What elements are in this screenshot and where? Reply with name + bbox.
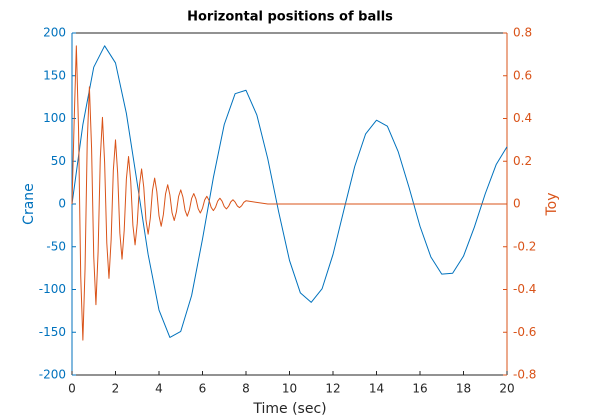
y2-tick-label: 0.6: [513, 68, 532, 82]
y-tick-label: -100: [39, 282, 66, 296]
x-tick-label: 8: [242, 382, 250, 396]
x-tick-label: 20: [499, 382, 514, 396]
x-tick-label: 6: [199, 382, 207, 396]
x-tick-label: 10: [282, 382, 297, 396]
y2-tick-label: 0.2: [513, 154, 532, 168]
x-axis-label: Time (sec): [252, 401, 326, 417]
y-tick-label: 200: [43, 26, 66, 40]
y-tick-label: 0: [58, 197, 66, 211]
x-tick-label: 2: [112, 382, 120, 396]
x-tick-label: 14: [369, 382, 384, 396]
y2-tick-label: -0.6: [513, 325, 536, 339]
x-tick-label: 4: [155, 382, 163, 396]
y2-tick-label: 0.8: [513, 26, 532, 40]
y2-axis-label: Toy: [544, 192, 560, 216]
y-axis-label: Crane: [21, 183, 37, 225]
x-tick-label: 18: [456, 382, 471, 396]
y-tick-label: -200: [39, 368, 66, 382]
y-tick-label: 100: [43, 111, 66, 125]
x-tick-label: 16: [412, 382, 427, 396]
line-series: [71, 45, 508, 338]
line-series: [71, 45, 507, 341]
y-tick-label: 150: [43, 68, 66, 82]
y-tick-label: -150: [39, 325, 66, 339]
y2-tick-label: -0.8: [513, 368, 536, 382]
y2-tick-label: 0.4: [513, 111, 532, 125]
y2-tick-label: -0.2: [513, 239, 536, 253]
y2-tick-label: -0.4: [513, 282, 536, 296]
y-tick-label: -50: [46, 239, 66, 253]
chart-title: Horizontal positions of balls: [187, 10, 393, 25]
x-tick-label: 0: [68, 382, 76, 396]
y-tick-label: 50: [51, 154, 66, 168]
y2-tick-label: 0: [513, 197, 521, 211]
x-tick-label: 12: [325, 382, 340, 396]
